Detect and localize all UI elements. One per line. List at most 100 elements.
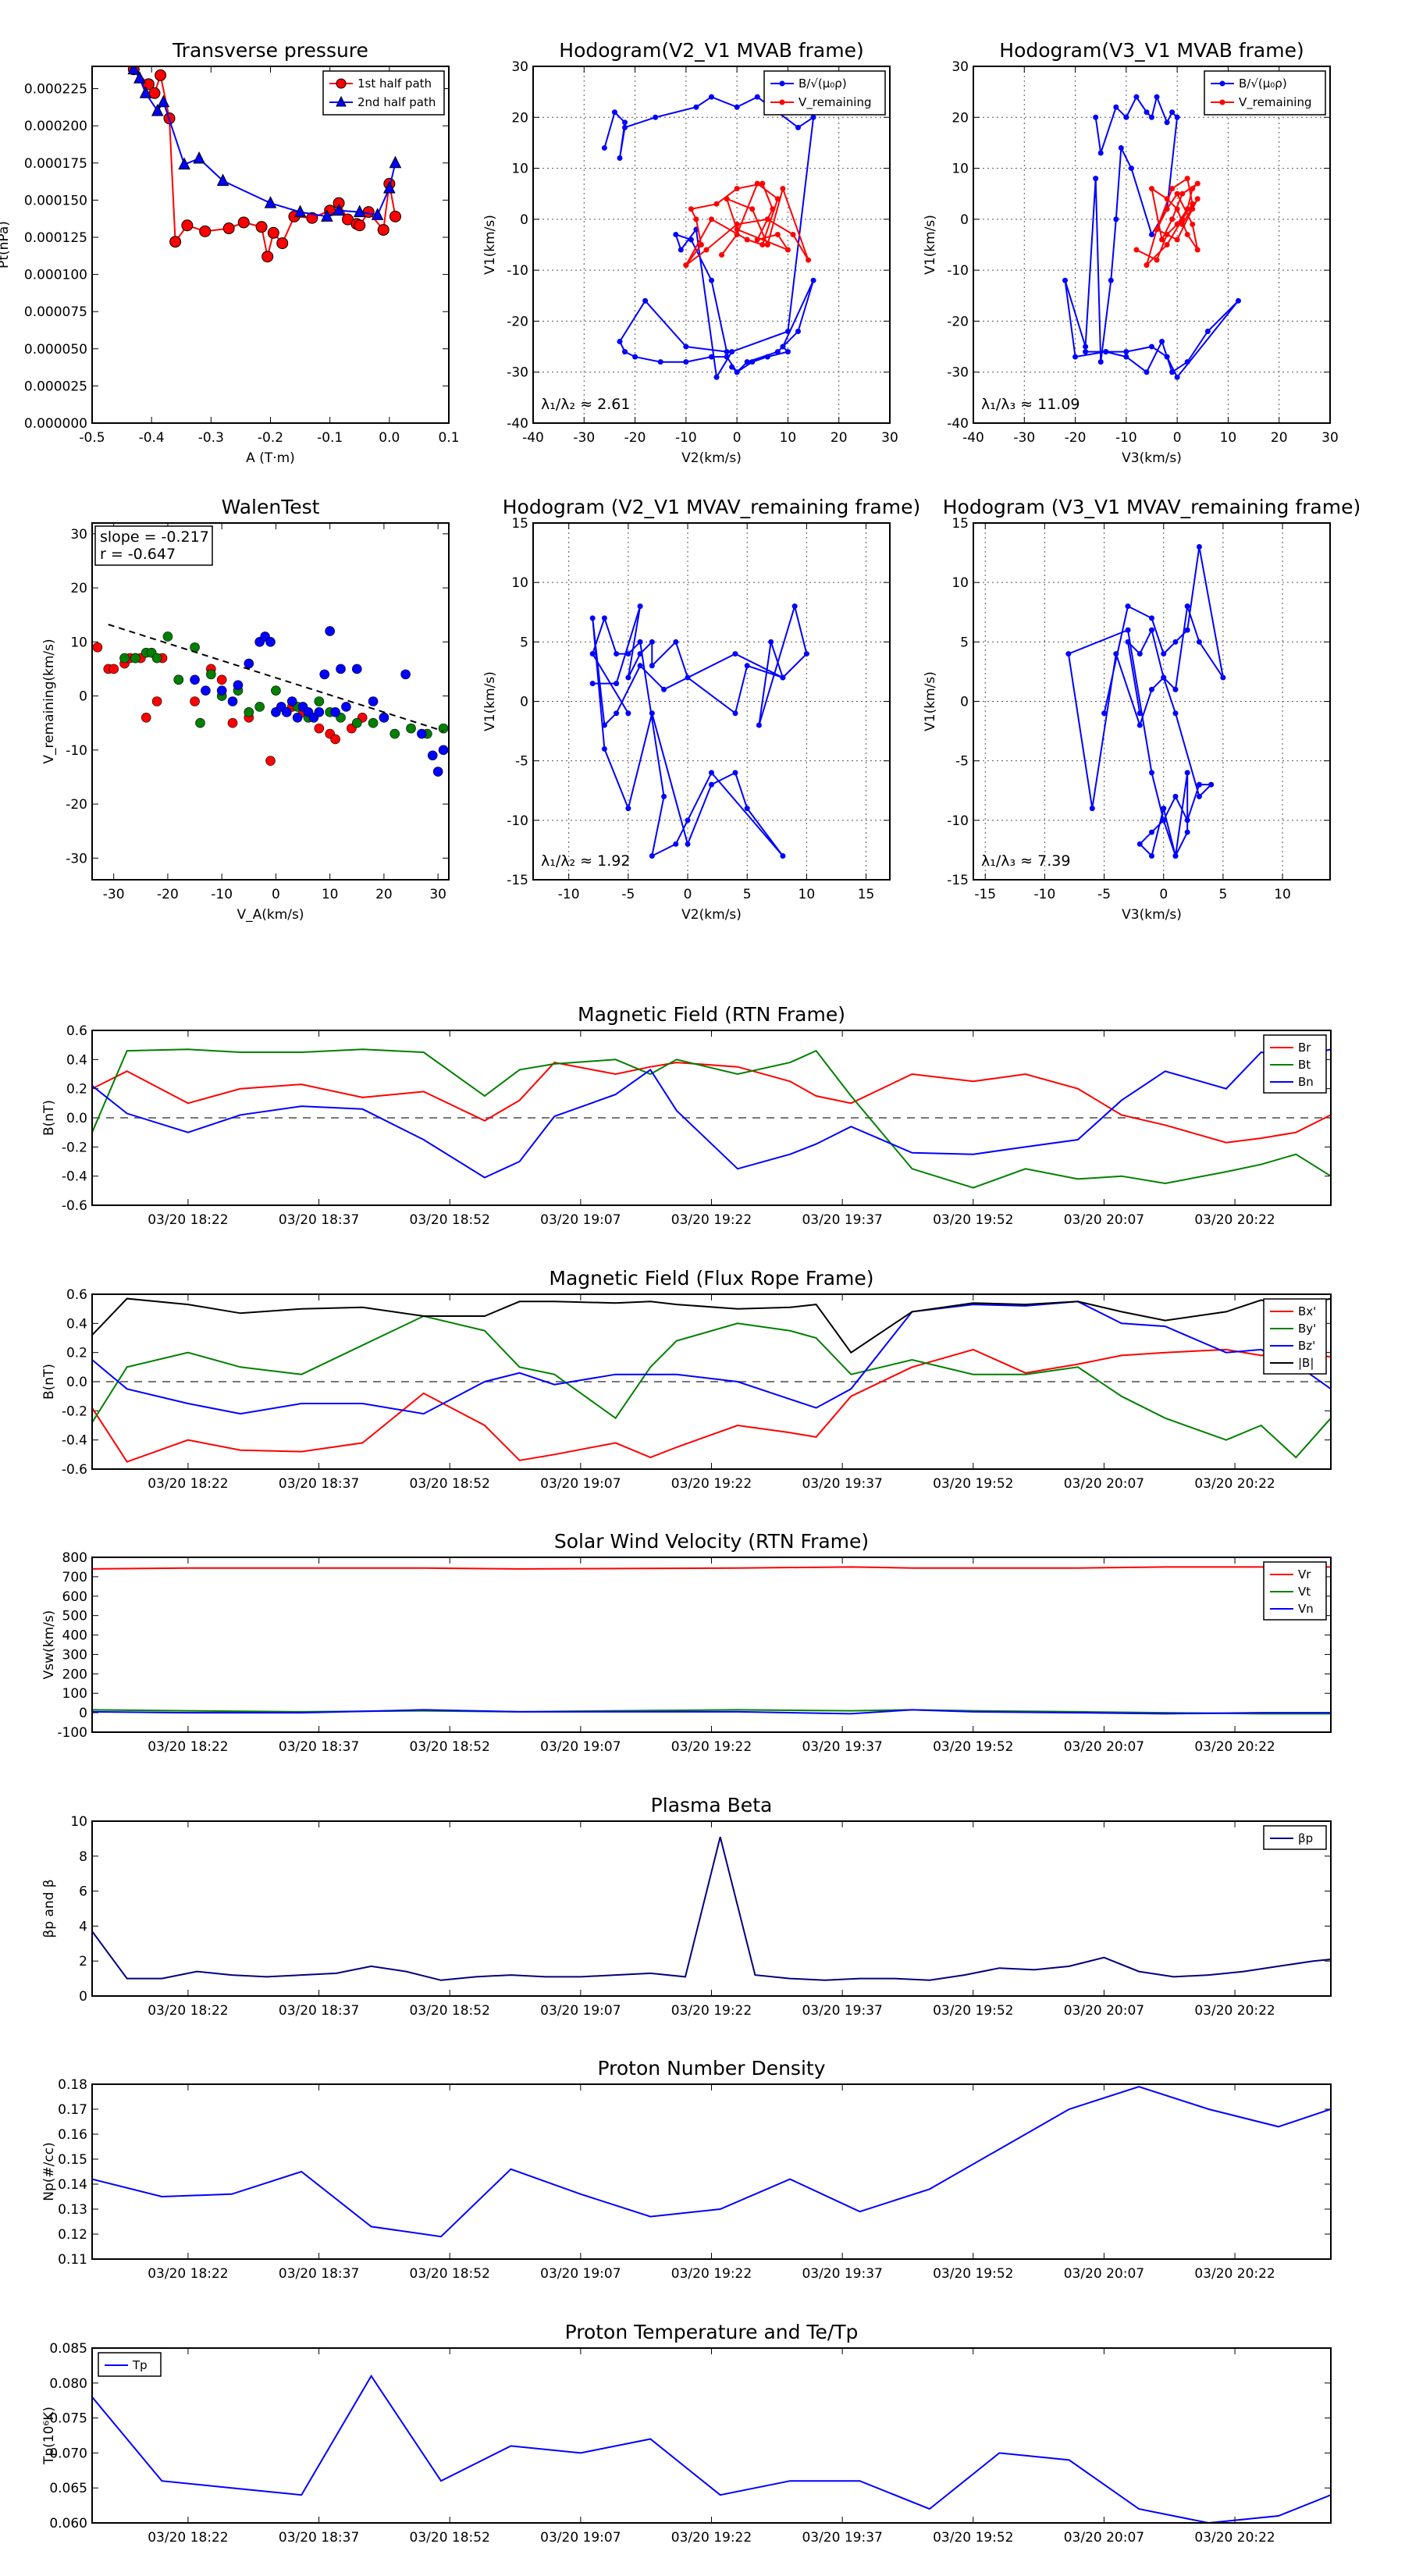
y-tick-label: 0.13: [58, 2202, 87, 2218]
x-tick-label: 0: [1159, 887, 1168, 902]
x-tick-label: 03/20 18:37: [279, 2003, 359, 2019]
y-tick-label: -40: [947, 416, 969, 432]
series-βp: [92, 1836, 1331, 1981]
y-tick-label: 10: [511, 575, 528, 591]
x-tick-label: -0.3: [198, 430, 224, 446]
data-point: [790, 231, 796, 237]
x-tick-label: 03/20 20:07: [1064, 2266, 1144, 2282]
data-point: [734, 221, 740, 227]
data-point: [683, 262, 689, 269]
data-point: [810, 114, 816, 120]
data-point: [806, 257, 812, 263]
series-line: [92, 1836, 1331, 1981]
data-point: [1164, 231, 1170, 237]
data-point: [438, 745, 449, 756]
x-tick-label: 0.0: [379, 430, 400, 446]
data-point: [244, 658, 254, 669]
data-point: [1144, 109, 1150, 116]
x-tick-label: 03/20 18:22: [148, 2530, 228, 2546]
data-point: [244, 707, 254, 717]
data-point: [1089, 806, 1095, 812]
data-point: [438, 723, 449, 734]
x-tick-label: 03/20 20:22: [1194, 2003, 1275, 2019]
data-point: [1125, 639, 1131, 645]
legend-marker: [1219, 99, 1225, 105]
data-point: [1184, 206, 1190, 212]
plot-frame: [91, 2347, 1332, 2524]
y-tick-label: 0.000025: [24, 379, 87, 394]
legend-label: Tp: [132, 2358, 148, 2372]
eigen-ratio: λ₁/λ₃ ≈ 7.39: [981, 852, 1070, 870]
fit-line: [108, 624, 444, 732]
legend-label: V_remaining: [1239, 95, 1312, 110]
y-tick-label: 200: [62, 1667, 87, 1682]
data-point: [683, 359, 689, 365]
y-tick-label: 0.000150: [24, 193, 87, 208]
legend-marker: [1219, 80, 1225, 87]
data-point: [625, 674, 631, 681]
data-point: [1172, 686, 1179, 692]
data-point: [780, 343, 786, 350]
data-point: [1172, 710, 1179, 717]
data-point: [744, 806, 750, 812]
series-line: [92, 1315, 1331, 1459]
data-point: [140, 712, 151, 723]
legend-frame: [1204, 70, 1326, 116]
data-point: [1136, 841, 1143, 847]
x-tick-label: 0: [1173, 430, 1182, 446]
plot-frame: [973, 66, 1331, 424]
y-tick-label: 0.16: [58, 2127, 87, 2143]
axis-ticks: 03/20 18:22 03/20 18:37 03/20 18:52 03/20 1…: [62, 1287, 1331, 1492]
data-point: [1144, 369, 1150, 375]
chart-title: Proton Number Density: [598, 2057, 826, 2080]
y-axis-label: Pt(nPa): [0, 221, 12, 269]
series-line: [603, 96, 815, 380]
series-line: [133, 69, 397, 218]
y-tick-label: 0.0: [66, 1111, 87, 1126]
chart-title: Transverse pressure: [172, 39, 368, 62]
legend-marker: [336, 95, 347, 107]
data-point: [151, 696, 162, 706]
series-Bx': [92, 1348, 1331, 1463]
data-point: [709, 277, 714, 283]
data-point: [637, 603, 643, 610]
data-point: [601, 144, 607, 151]
data-point: [130, 653, 140, 664]
data-point: [625, 710, 631, 717]
y-tick-label: 15: [951, 516, 969, 532]
data-point: [1204, 328, 1211, 334]
series-Vn: [92, 1709, 1331, 1715]
data-point: [685, 674, 691, 681]
data-point: [237, 216, 250, 229]
axis-ticks: 03/20 18:22 03/20 18:37 03/20 18:52 03/20 1…: [58, 2077, 1331, 2282]
data-point: [1154, 257, 1160, 263]
chart-vsw: Solar Wind Velocity (RTN Frame)03/20 18:…: [41, 1530, 1332, 1755]
y-tick-label: -0.2: [62, 1404, 87, 1419]
series-line: [92, 1300, 1331, 1415]
y-tick-label: 0.070: [49, 2446, 87, 2461]
x-tick-label: 03/20 19:52: [933, 1476, 1013, 1492]
data-point: [810, 277, 816, 283]
legend-label: Bx': [1298, 1304, 1316, 1318]
data-point: [614, 710, 620, 717]
y-axis-label: B(nT): [41, 1100, 57, 1136]
y-tick-label: -0.6: [62, 1198, 87, 1214]
data-point: [734, 226, 740, 233]
x-tick-label: 03/20 20:07: [1064, 1476, 1144, 1492]
chart-hodo_mvab_v2: Hodogram(V2_V1 MVAB frame) -40 -30 -20 -10 0 1…: [482, 39, 898, 466]
y-tick-label: 0.11: [58, 2252, 87, 2268]
data-point: [271, 685, 281, 696]
y-tick-label: 0.0: [66, 1375, 87, 1390]
data-point: [632, 354, 638, 360]
y-tick-label: 0.12: [58, 2227, 87, 2243]
x-tick-label: 15: [858, 887, 875, 902]
y-tick-label: 30: [951, 59, 969, 75]
data-point: [199, 225, 212, 237]
series-blue: [190, 626, 449, 777]
data-point: [1194, 247, 1200, 253]
data-point: [795, 124, 801, 130]
series-B/√(μ₀ρ): [601, 94, 816, 380]
legend-label: Br: [1298, 1041, 1311, 1055]
